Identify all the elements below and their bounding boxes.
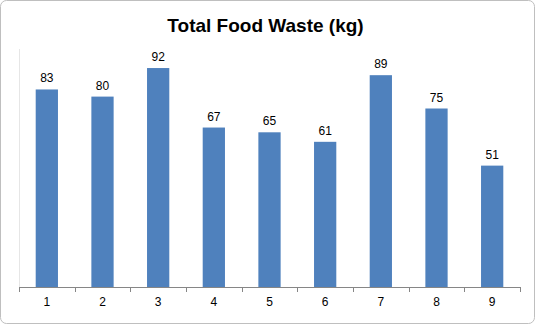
x-tick (520, 287, 521, 292)
chart-title: Total Food Waste (kg) (167, 15, 363, 36)
x-tick-label: 1 (43, 295, 50, 309)
bar (258, 132, 280, 287)
x-tick-label: 7 (377, 295, 384, 309)
x-tick (242, 287, 243, 292)
x-tick-label: 2 (99, 295, 106, 309)
data-labels: 83 80 92 67 65 61 89 75 51 (40, 50, 499, 162)
chart-container: Total Food Waste (kg)8380926765618975511… (0, 0, 535, 324)
x-tick (130, 287, 131, 292)
data-label: 51 (485, 148, 499, 162)
x-tick (186, 287, 187, 292)
data-label: 61 (318, 124, 332, 138)
x-axis-line (19, 287, 520, 288)
data-label: 65 (263, 114, 277, 128)
x-tick (297, 287, 298, 292)
x-tick-label: 4 (210, 295, 217, 309)
bar (203, 128, 225, 287)
x-tick-label: 6 (322, 295, 329, 309)
x-tick (464, 287, 465, 292)
x-tick (19, 287, 20, 292)
data-label: 67 (207, 110, 221, 124)
bars (36, 68, 504, 287)
x-tick-label: 9 (489, 295, 496, 309)
data-label: 92 (151, 50, 165, 64)
x-tick-label: 5 (266, 295, 273, 309)
bar (91, 97, 113, 287)
x-tick-label: 8 (433, 295, 440, 309)
x-tick (353, 287, 354, 292)
data-label: 75 (430, 91, 444, 105)
x-tick-label: 3 (155, 295, 162, 309)
bar (36, 89, 58, 287)
x-tick (409, 287, 410, 292)
bar (425, 109, 447, 288)
data-label: 89 (374, 57, 388, 71)
data-label: 80 (96, 79, 110, 93)
bar (314, 142, 336, 287)
bar (147, 68, 169, 287)
y-axis-line (19, 49, 20, 287)
bar (481, 166, 503, 287)
bar (370, 75, 392, 287)
chart-frame (1, 1, 535, 324)
x-tick (75, 287, 76, 292)
chart: Total Food Waste (kg)8380926765618975511… (0, 0, 535, 324)
data-label: 83 (40, 71, 54, 85)
